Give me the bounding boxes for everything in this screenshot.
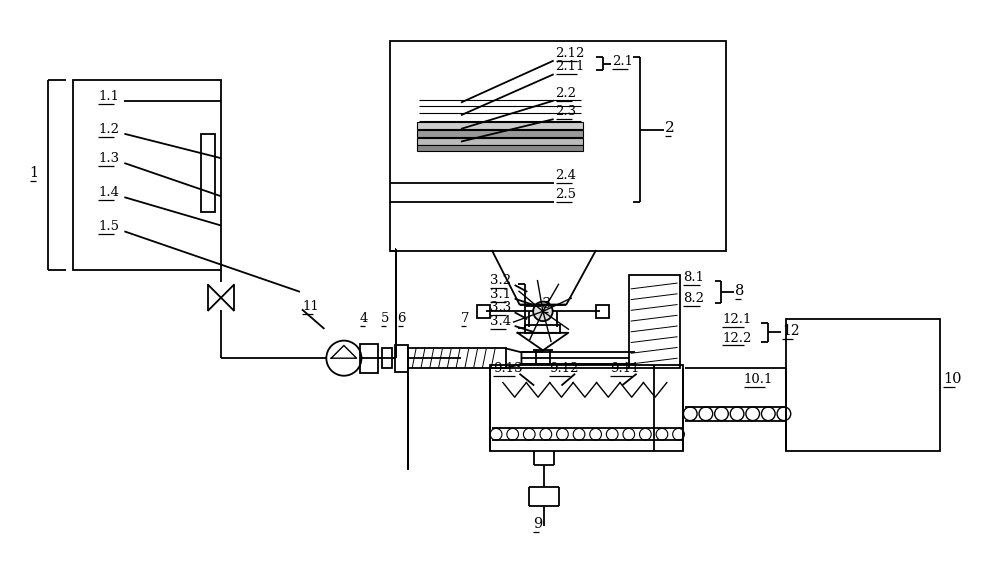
Text: 9.13: 9.13 — [493, 362, 523, 374]
Bar — [477, 304, 490, 318]
Bar — [417, 130, 583, 137]
Bar — [417, 122, 583, 129]
Text: 3.4: 3.4 — [490, 315, 511, 328]
Text: 2.11: 2.11 — [556, 60, 585, 74]
Text: 5: 5 — [381, 312, 389, 325]
Bar — [786, 319, 940, 451]
Bar — [596, 304, 609, 318]
Text: 3.1: 3.1 — [490, 288, 511, 300]
Text: 9.12: 9.12 — [549, 362, 578, 374]
Text: 1.3: 1.3 — [98, 152, 119, 165]
Bar — [417, 138, 583, 145]
Text: 3: 3 — [542, 298, 551, 311]
Text: 2.4: 2.4 — [556, 169, 577, 182]
Text: 1: 1 — [30, 166, 39, 180]
Text: 2: 2 — [665, 121, 675, 135]
Text: 6: 6 — [398, 312, 406, 325]
Text: 11: 11 — [302, 300, 319, 314]
Bar — [382, 348, 392, 368]
Text: 10.1: 10.1 — [744, 373, 773, 386]
Text: 2.1: 2.1 — [612, 55, 633, 68]
Bar — [629, 275, 680, 368]
Bar — [201, 134, 215, 212]
Text: 7: 7 — [461, 312, 469, 325]
Text: 2.3: 2.3 — [556, 105, 577, 118]
Circle shape — [533, 302, 553, 321]
Text: 2.2: 2.2 — [556, 87, 577, 100]
Text: 3.3: 3.3 — [490, 302, 511, 314]
Bar — [73, 80, 221, 270]
Text: 10: 10 — [943, 372, 961, 386]
Text: 2.12: 2.12 — [556, 47, 585, 60]
Bar — [417, 145, 583, 152]
Text: 1.2: 1.2 — [98, 123, 119, 136]
Text: 2.5: 2.5 — [556, 188, 577, 201]
Text: 12.1: 12.1 — [722, 313, 752, 326]
Text: 12.2: 12.2 — [722, 332, 752, 344]
Text: 8: 8 — [735, 284, 745, 298]
Text: 12: 12 — [782, 324, 800, 337]
Text: 8.1: 8.1 — [683, 271, 704, 284]
Text: 9.11: 9.11 — [610, 362, 640, 374]
Bar — [490, 365, 683, 451]
Bar — [360, 344, 378, 373]
Bar — [408, 348, 506, 368]
Bar — [390, 41, 726, 251]
Text: 9: 9 — [533, 517, 542, 531]
Bar — [525, 325, 560, 333]
Text: 1.1: 1.1 — [98, 89, 119, 103]
Text: 4: 4 — [360, 312, 368, 325]
Bar — [395, 344, 408, 372]
Text: 8.2: 8.2 — [683, 292, 704, 306]
Text: 1.5: 1.5 — [98, 220, 119, 233]
Text: 3.2: 3.2 — [490, 274, 511, 287]
Text: 1.4: 1.4 — [98, 186, 119, 199]
